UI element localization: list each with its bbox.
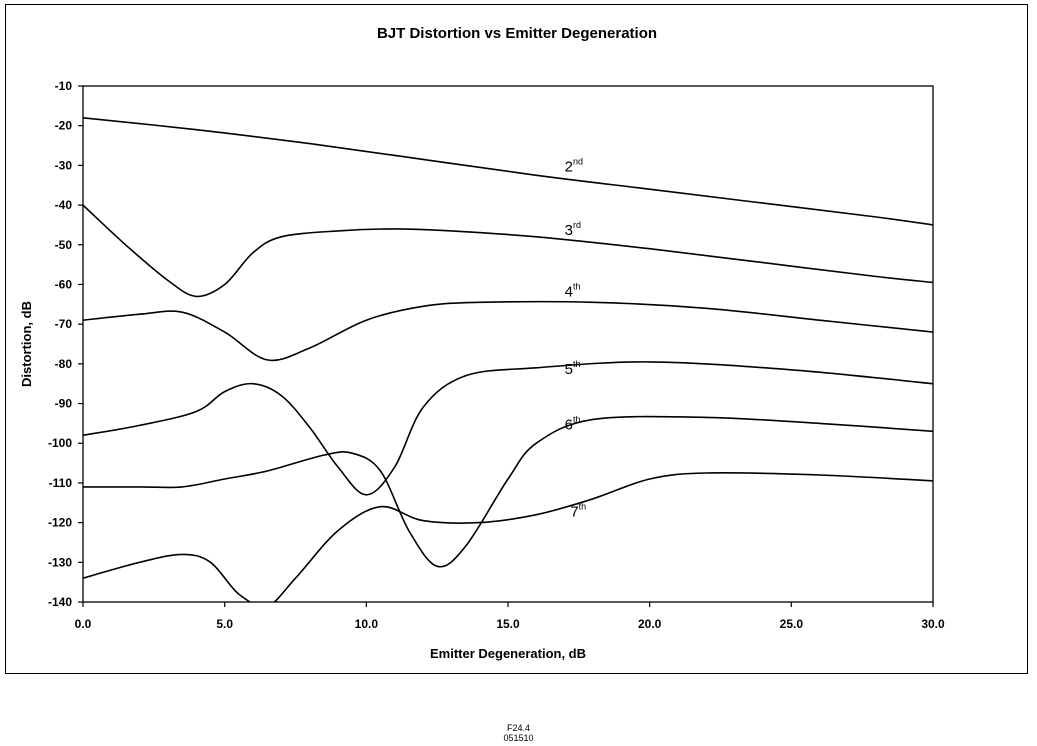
series-label-base: 7 — [570, 504, 578, 521]
y-axis: -10 -20 -30 -40 -50 -60 -70 -80 -90 -100 -110 -120 -… — [48, 79, 83, 609]
x-tick-label: 5.0 — [216, 617, 233, 631]
x-tick-label: 20.0 — [638, 617, 662, 631]
series-line-7th — [83, 472, 933, 602]
series-label-sup: th — [573, 281, 581, 291]
figure-code: 051510 — [503, 733, 534, 743]
y-tick-label: -130 — [48, 555, 72, 569]
series-line-5th — [83, 361, 933, 496]
series-label-base: 5 — [565, 361, 573, 378]
x-tick-label: 15.0 — [496, 617, 520, 631]
series-label-4th: 4th — [565, 281, 581, 300]
plot-area — [82, 85, 934, 603]
y-tick-label: -80 — [55, 357, 73, 371]
x-tick-label: 0.0 — [75, 617, 92, 631]
series-label-base: 4 — [565, 283, 573, 300]
y-tick-label: -120 — [48, 516, 72, 530]
series-label-6th: 6th — [565, 414, 581, 433]
series-label-2nd: 2nd — [565, 156, 583, 175]
y-axis-label: Distortion, dB — [19, 301, 34, 387]
series-label-sup: nd — [573, 156, 583, 166]
y-tick-label: -140 — [48, 595, 72, 609]
y-tick-label: -70 — [55, 317, 73, 331]
y-tick-label: -30 — [55, 158, 73, 172]
chart-frame — [5, 4, 1028, 674]
y-tick-label: -20 — [55, 119, 73, 133]
series-label-7th: 7th — [570, 502, 586, 521]
x-tick-label: 25.0 — [780, 617, 804, 631]
series-label-sup: rd — [573, 220, 581, 230]
series-label-5th: 5th — [565, 359, 581, 378]
y-tick-label: -90 — [55, 397, 73, 411]
figure-footer: F24.4 051510 — [0, 723, 1037, 743]
series-label-sup: th — [579, 502, 587, 512]
y-tick-label: -50 — [55, 238, 73, 252]
figure-id: F24.4 — [506, 723, 530, 733]
series-label-sup: th — [573, 359, 581, 369]
x-axis-label: Emitter Degeneration, dB — [430, 646, 586, 661]
x-tick-label: 30.0 — [921, 617, 945, 631]
series-label-base: 6 — [565, 416, 573, 433]
series-line-3rd — [83, 204, 933, 298]
y-tick-label: -40 — [55, 198, 73, 212]
y-tick-label: -60 — [55, 277, 73, 291]
y-tick-label: -110 — [49, 476, 73, 490]
x-tick-label: 10.0 — [355, 617, 379, 631]
series-label-sup: th — [573, 414, 581, 424]
series-label-base: 3 — [565, 222, 573, 239]
x-axis: 0.0 5.0 10.0 15.0 20.0 25.0 30.0 — [75, 602, 945, 631]
series-line-2nd — [83, 117, 933, 226]
series-label-3rd: 3rd — [565, 220, 581, 239]
y-tick-label: -10 — [55, 79, 73, 93]
series-line-4th — [83, 300, 933, 362]
series-label-base: 2 — [565, 158, 573, 175]
chart-title: BJT Distortion vs Emitter Degeneration — [377, 25, 657, 42]
y-tick-label: -100 — [48, 436, 72, 450]
series-line-6th — [83, 415, 933, 568]
